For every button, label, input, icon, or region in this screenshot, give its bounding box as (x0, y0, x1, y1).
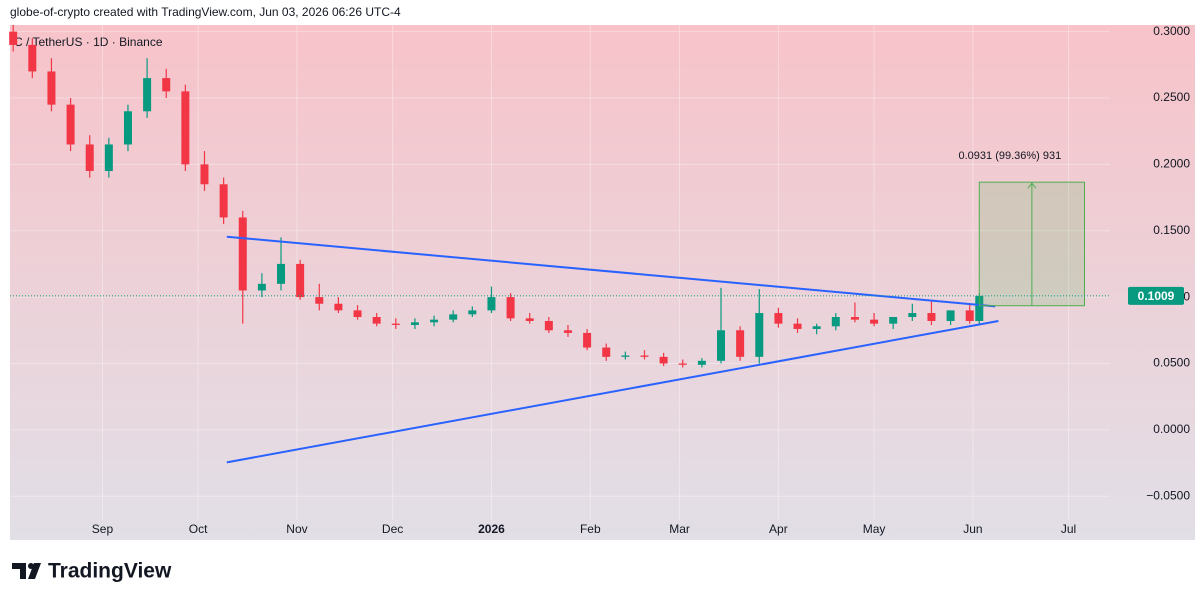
candle-body (257, 283, 266, 291)
measure-label: 0.0931 (99.36%) 931 (959, 150, 1062, 162)
candle-body (334, 303, 343, 311)
y-tick-label: 0.3000 (1153, 24, 1190, 38)
x-tick-label: Feb (580, 522, 601, 536)
candle-body (391, 323, 400, 325)
last-price-tag (1128, 286, 1184, 305)
candle-body (9, 31, 18, 45)
candle-body (430, 319, 439, 323)
candle-body (975, 295, 984, 321)
candle-body (602, 347, 611, 357)
candle-body (621, 355, 630, 357)
candle-body (774, 313, 783, 324)
symbol-title: C / TetherUS · 1D · Binance (14, 35, 163, 49)
candle-body (200, 164, 209, 185)
x-tick-label: Apr (769, 522, 788, 536)
candle-body (66, 104, 75, 145)
trendline (226, 320, 999, 464)
x-tick-label: May (863, 522, 886, 536)
candle-body (296, 263, 305, 298)
candle-body (870, 319, 879, 324)
brand: TradingView (48, 560, 172, 583)
last-price-label: 0.1009 (1138, 289, 1175, 303)
candle-body (697, 360, 706, 365)
candle-body (812, 326, 821, 329)
candle-body (487, 297, 496, 311)
y-tick-label: 0.2000 (1153, 157, 1190, 171)
candle-body (181, 91, 190, 165)
candle-body (353, 310, 362, 318)
candle-body (965, 310, 974, 321)
x-tick-label: Jul (1061, 522, 1076, 536)
candle-body (563, 330, 572, 333)
x-tick-label: Oct (189, 522, 208, 536)
y-tick-label: 0.2500 (1153, 90, 1190, 104)
candle-body (449, 314, 458, 320)
credit: globe-of-crypto created with TradingView… (10, 5, 401, 19)
candle-body (640, 355, 649, 357)
candle-body (525, 318, 534, 321)
logo (12, 563, 41, 579)
candle-body (850, 317, 859, 320)
candle-body (372, 317, 381, 324)
candle-body (736, 330, 745, 357)
x-tick-label: Mar (669, 522, 690, 536)
x-tick-label: Jun (963, 522, 982, 536)
x-tick-label: Dec (382, 522, 403, 536)
y-tick-label: 0.0500 (1153, 356, 1190, 370)
candle-body (28, 44, 37, 72)
candle-body (238, 217, 247, 291)
candle-body (85, 144, 94, 172)
candle-body (315, 297, 324, 304)
candle-body (946, 310, 955, 321)
x-tick-label: Nov (286, 522, 307, 536)
candle-body (277, 263, 286, 284)
candle-body (47, 71, 56, 105)
y-tick-label: −0.0500 (1146, 488, 1190, 502)
y-tick-label: 0.1500 (1153, 223, 1190, 237)
candle-body (123, 111, 132, 145)
measure-arrowhead (1027, 182, 1037, 189)
candle-body (659, 356, 668, 364)
candle-body (544, 320, 553, 331)
candle-body (755, 313, 764, 357)
candle-body (717, 330, 726, 361)
candle-body (162, 78, 171, 92)
candle-body (410, 322, 419, 325)
x-tick-label: Sep (92, 522, 114, 536)
x-tick-label: 2026 (478, 522, 505, 536)
y-tick-label: 0.0000 (1153, 422, 1190, 436)
candle-body (678, 363, 687, 365)
candle-body (831, 317, 840, 327)
plot-background (10, 25, 1195, 540)
candle-body (927, 313, 936, 321)
candle-body (793, 323, 802, 329)
trendline (226, 235, 996, 308)
candle-body (468, 310, 477, 315)
candle-body (219, 184, 228, 218)
candle-body (889, 317, 898, 324)
candle-body (908, 313, 917, 318)
candle-body (104, 144, 113, 172)
candle-body (143, 78, 152, 112)
candle-body (583, 332, 592, 348)
candle-body (506, 297, 515, 319)
